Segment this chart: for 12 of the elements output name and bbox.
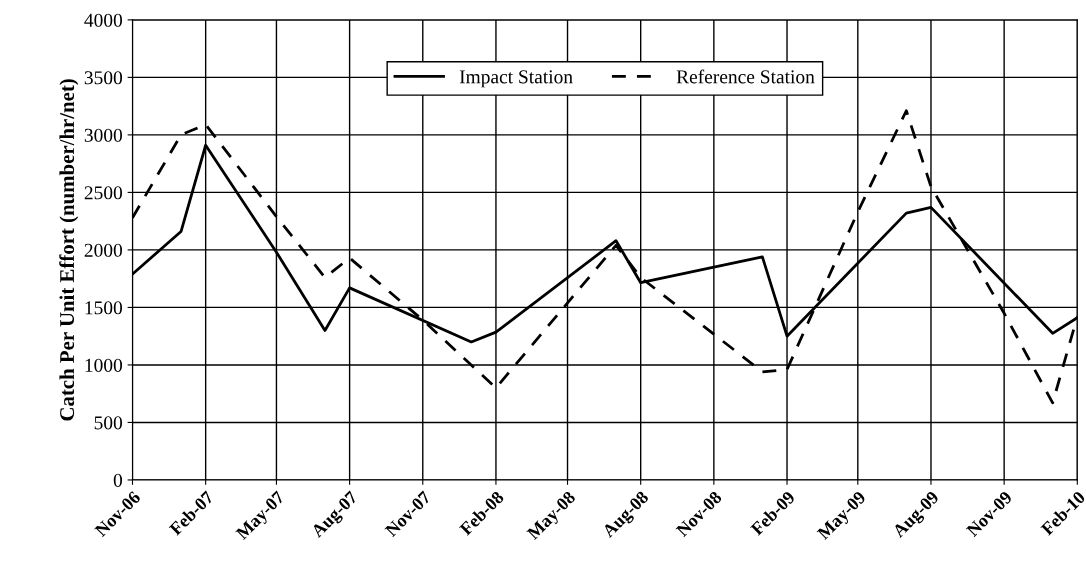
- y-axis-title: Catch Per Unit Effort (number/hr/net): [59, 79, 79, 421]
- y-tick-label: 1000: [85, 358, 123, 372]
- y-tick-label: 4000: [84, 13, 123, 27]
- y-tick-label: 500: [94, 416, 123, 430]
- y-tick-label: 2500: [84, 186, 123, 200]
- y-tick-label: 2000: [84, 243, 123, 257]
- legend-label: Reference Station: [676, 69, 815, 84]
- y-tick-label: 0: [113, 473, 123, 487]
- legend-label: Impact Station: [459, 70, 573, 88]
- y-tick-label: 3000: [84, 128, 123, 142]
- y-tick-label: 1500: [85, 301, 123, 315]
- y-tick-label: 3500: [84, 71, 123, 85]
